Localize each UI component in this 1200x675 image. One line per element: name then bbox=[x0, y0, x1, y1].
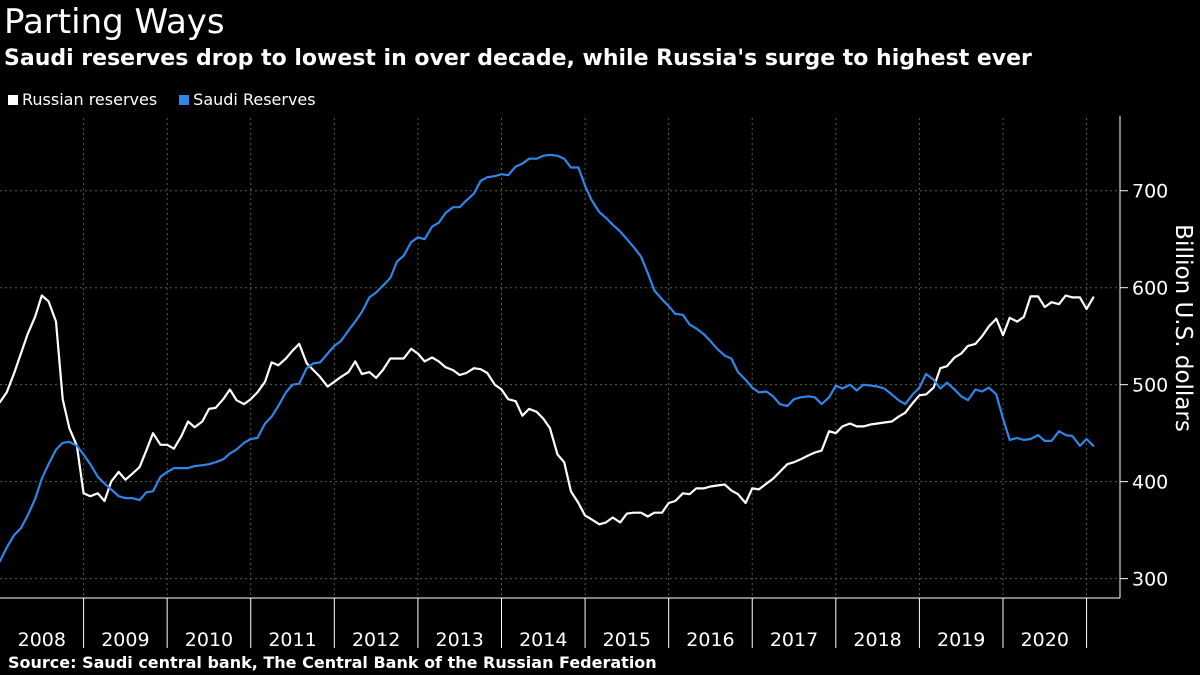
axis-layer: 300 400 500 600 700 2008 2009 2010 2011 2012 2013 2… bbox=[0, 116, 1196, 651]
x-tick-label: 2009 bbox=[101, 629, 149, 651]
x-tick-label: 2012 bbox=[352, 629, 400, 651]
legend-item-russia: Russian reserves bbox=[8, 90, 157, 109]
x-tick-label: 2008 bbox=[18, 629, 66, 651]
source-note: Source: Saudi central bank, The Central … bbox=[8, 653, 657, 672]
grid-layer bbox=[0, 118, 1120, 598]
x-tick-label: 2010 bbox=[185, 629, 233, 651]
x-tick-label: 2011 bbox=[268, 629, 316, 651]
legend-label-saudi: Saudi Reserves bbox=[193, 90, 316, 109]
saudi-reserves-line bbox=[0, 153, 1095, 563]
series-layer bbox=[0, 153, 1095, 563]
x-tick-label: 2014 bbox=[519, 629, 567, 651]
y-tick-label: 600 bbox=[1132, 278, 1168, 300]
y-tick-label: 500 bbox=[1132, 375, 1168, 397]
x-tick-label: 2017 bbox=[770, 629, 818, 651]
x-tick-label: 2016 bbox=[686, 629, 734, 651]
chart-title: Parting Ways bbox=[4, 2, 225, 42]
legend: Russian reserves Saudi Reserves bbox=[8, 90, 316, 109]
y-tick-label: 700 bbox=[1132, 181, 1168, 203]
chart-subtitle: Saudi reserves drop to lowest in over de… bbox=[4, 46, 1032, 71]
y-axis-title: Billion U.S. dollars bbox=[1170, 224, 1196, 432]
y-tick-label: 400 bbox=[1132, 472, 1168, 494]
y-tick-label: 300 bbox=[1132, 569, 1168, 591]
legend-item-saudi: Saudi Reserves bbox=[179, 90, 316, 109]
legend-label-russia: Russian reserves bbox=[22, 90, 158, 109]
x-tick-label: 2015 bbox=[603, 629, 651, 651]
x-tick-label: 2019 bbox=[937, 629, 985, 651]
russia-reserves-line bbox=[0, 294, 1095, 526]
legend-swatch-russia bbox=[8, 94, 18, 105]
x-tick-label: 2013 bbox=[436, 629, 484, 651]
legend-swatch-saudi bbox=[179, 94, 190, 105]
x-tick-label: 2018 bbox=[853, 629, 901, 651]
x-tick-label: 2020 bbox=[1021, 629, 1069, 651]
